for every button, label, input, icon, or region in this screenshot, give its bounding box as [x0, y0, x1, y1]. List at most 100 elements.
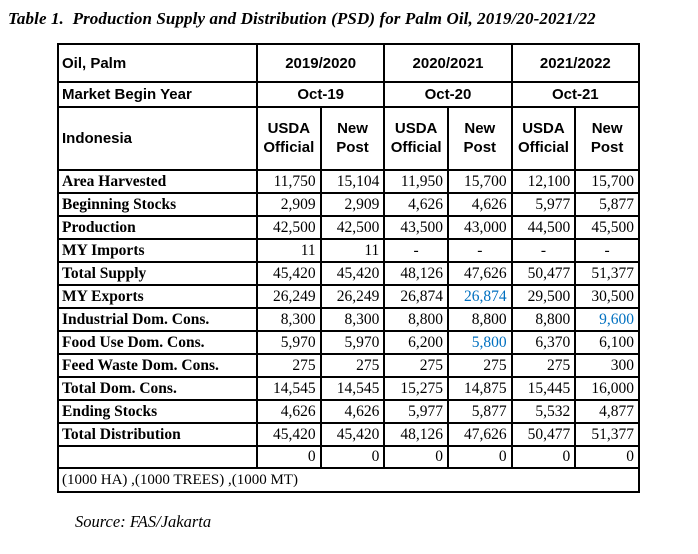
units-cell: (1000 HA) ,(1000 TREES) ,(1000 MT): [57, 467, 640, 493]
value-cell: 15,104: [319, 169, 386, 194]
value-cell: 43,500: [383, 215, 449, 240]
value-cell: 5,970: [319, 330, 386, 355]
value-cell: 6,200: [383, 330, 449, 355]
value-cell: 45,420: [256, 422, 322, 447]
psd-table-body: Area Harvested 11,750 15,104 11,950 15,700 12…: [57, 169, 640, 469]
column-header-row: Indonesia USDA Official New Post USDA Of…: [57, 106, 640, 171]
value-cell: 26,249: [319, 284, 386, 309]
value-cell: 8,800: [510, 307, 577, 332]
value-cell: 5,800: [446, 330, 513, 355]
table-row: Total Distribution 45,420 45,420 48,126 47,6…: [57, 422, 640, 447]
market-begin-value-cell: Oct-21: [510, 81, 641, 108]
value-cell: -: [446, 238, 513, 263]
value-cell: 275: [256, 353, 322, 378]
row-label-cell: Feed Waste Dom. Cons.: [57, 353, 258, 378]
units-row: (1000 HA) ,(1000 TREES) ,(1000 MT): [57, 467, 640, 493]
value-cell: 47,626: [446, 261, 513, 286]
page-title: Table 1. Production Supply and Distribut…: [8, 9, 596, 28]
value-cell: 45,420: [319, 261, 386, 286]
value-cell: 5,532: [510, 399, 577, 424]
table-row: Total Dom. Cons. 14,545 14,545 15,275 14,875…: [57, 376, 640, 401]
value-cell: 4,626: [446, 192, 513, 217]
value-cell: 26,874: [383, 284, 449, 309]
table-row: Food Use Dom. Cons. 5,970 5,970 6,200 5,800 6…: [57, 330, 640, 355]
value-cell: 0: [510, 445, 577, 469]
value-cell: 5,977: [510, 192, 577, 217]
value-cell: 29,500: [510, 284, 577, 309]
table-row: Feed Waste Dom. Cons. 275 275 275 275 275 300: [57, 353, 640, 378]
table-row: Area Harvested 11,750 15,104 11,950 15,700 12…: [57, 169, 640, 194]
value-cell: 45,420: [256, 261, 322, 286]
value-cell: -: [510, 238, 577, 263]
value-cell: 9,600: [574, 307, 640, 332]
year-cell-2019-2020: 2019/2020: [255, 43, 386, 83]
value-cell: 26,249: [256, 284, 322, 309]
row-label-cell: Total Supply: [57, 261, 258, 286]
value-cell: 12,100: [510, 169, 577, 194]
value-cell: 2,909: [319, 192, 386, 217]
value-cell: 15,700: [446, 169, 513, 194]
value-cell: 275: [510, 353, 577, 378]
value-cell: 51,377: [574, 422, 640, 447]
value-cell: 8,300: [319, 307, 386, 332]
value-cell: 11: [256, 238, 322, 263]
value-cell: 15,700: [574, 169, 640, 194]
value-cell: 14,545: [319, 376, 386, 401]
document-page: Table 1. Production Supply and Distribut…: [8, 9, 641, 531]
value-cell: 11: [319, 238, 386, 263]
row-label-cell: Food Use Dom. Cons.: [57, 330, 258, 355]
value-cell: 275: [383, 353, 449, 378]
row-label-cell: Production: [57, 215, 258, 240]
value-cell: 15,275: [383, 376, 449, 401]
value-cell: 5,877: [574, 192, 640, 217]
market-begin-row: Market Begin Year Oct-19 Oct-20 Oct-21: [57, 81, 641, 108]
value-cell: 275: [319, 353, 386, 378]
table-row: Ending Stocks 4,626 4,626 5,977 5,877 5,532 4,…: [57, 399, 640, 424]
source-note: Source: FAS/Jakarta: [75, 512, 212, 531]
value-cell: 42,500: [256, 215, 322, 240]
row-label-cell: Beginning Stocks: [57, 192, 258, 217]
value-cell: 48,126: [383, 261, 449, 286]
table-row: Industrial Dom. Cons. 8,300 8,300 8,800 8,80…: [57, 307, 640, 332]
year-header-row: Oil, Palm 2019/2020 2020/2021 2021/2022: [57, 43, 641, 83]
table-row: Total Supply 45,420 45,420 48,126 47,626 50,4…: [57, 261, 640, 286]
value-cell: -: [383, 238, 449, 263]
row-label-cell: Ending Stocks: [57, 399, 258, 424]
row-label-cell: Industrial Dom. Cons.: [57, 307, 258, 332]
value-cell: 6,370: [510, 330, 577, 355]
value-cell: 45,420: [319, 422, 386, 447]
value-cell: 48,126: [383, 422, 449, 447]
value-cell: 42,500: [319, 215, 386, 240]
row-label-cell: Area Harvested: [57, 169, 258, 194]
row-label-cell: [57, 445, 258, 469]
value-cell: 5,877: [446, 399, 513, 424]
value-cell: 45,500: [574, 215, 640, 240]
corner-cell: Oil, Palm: [57, 43, 258, 83]
value-cell: 4,626: [383, 192, 449, 217]
year-cell-2020-2021: 2020/2021: [383, 43, 513, 83]
value-cell: 0: [383, 445, 449, 469]
value-cell: 2,909: [256, 192, 322, 217]
value-cell: 4,626: [256, 399, 322, 424]
column-header-cell: USDA Official: [510, 106, 577, 171]
value-cell: 50,477: [510, 261, 577, 286]
row-label-cell: Total Dom. Cons.: [57, 376, 258, 401]
column-header-cell: New Post: [319, 106, 386, 171]
row-label-cell: Total Distribution: [57, 422, 258, 447]
value-cell: 0: [319, 445, 386, 469]
value-cell: 8,300: [256, 307, 322, 332]
table-row: MY Exports 26,249 26,249 26,874 26,874 29,500…: [57, 284, 640, 309]
value-cell: 0: [256, 445, 322, 469]
value-cell: 26,874: [446, 284, 513, 309]
value-cell: 5,977: [383, 399, 449, 424]
column-header-cell: New Post: [574, 106, 640, 171]
value-cell: 15,445: [510, 376, 577, 401]
value-cell: 44,500: [510, 215, 577, 240]
value-cell: 275: [446, 353, 513, 378]
value-cell: 50,477: [510, 422, 577, 447]
column-header-cell: USDA Official: [383, 106, 449, 171]
value-cell: 8,800: [383, 307, 449, 332]
value-cell: 47,626: [446, 422, 513, 447]
year-cell-2021-2022: 2021/2022: [510, 43, 641, 83]
